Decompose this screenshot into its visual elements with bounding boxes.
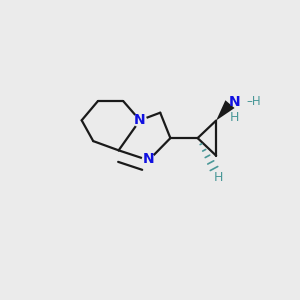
Text: N: N [134,113,146,127]
Text: N: N [143,152,154,166]
Text: H: H [214,171,223,184]
Text: H: H [230,111,239,124]
Text: –H: –H [246,95,261,108]
Circle shape [142,154,155,167]
Polygon shape [216,100,235,121]
Text: N: N [228,95,240,109]
Circle shape [134,114,146,127]
